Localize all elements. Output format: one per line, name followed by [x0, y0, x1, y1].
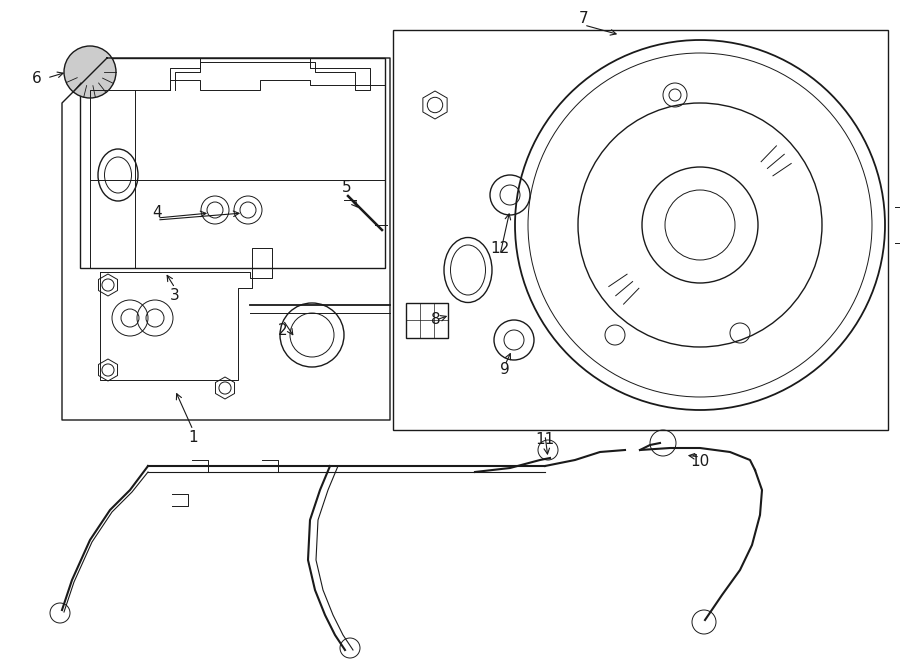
Text: 3: 3 [170, 288, 180, 303]
Text: 2: 2 [278, 323, 288, 338]
Text: 4: 4 [152, 204, 162, 219]
Circle shape [64, 46, 116, 98]
Text: 1: 1 [188, 430, 198, 444]
Text: 7: 7 [580, 11, 589, 26]
Text: 9: 9 [500, 362, 510, 377]
Text: 6: 6 [32, 71, 42, 85]
Text: 5: 5 [342, 180, 352, 196]
Bar [406, 303, 448, 338]
Text: 12: 12 [491, 241, 509, 256]
Text: 8: 8 [431, 313, 441, 327]
Text: 10: 10 [690, 455, 709, 469]
Bar [80, 58, 385, 268]
Text: 11: 11 [536, 432, 554, 447]
Bar [393, 30, 888, 430]
